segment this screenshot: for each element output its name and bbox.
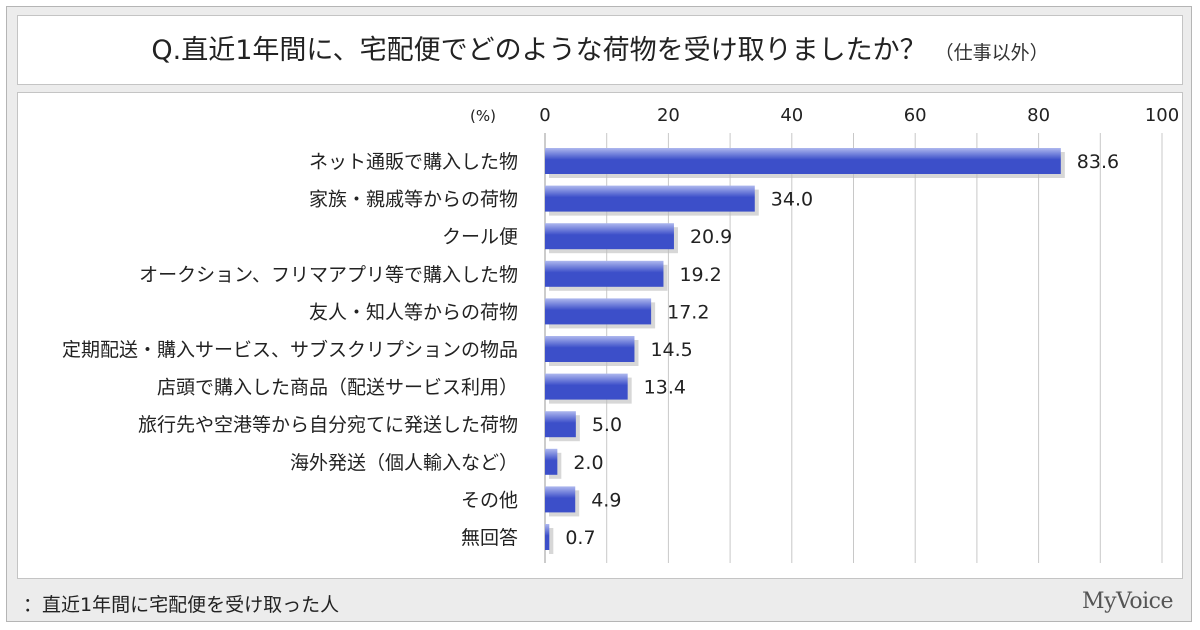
bar bbox=[545, 223, 674, 250]
x-tick-label: 20 bbox=[657, 105, 680, 126]
x-tick-label: 60 bbox=[904, 105, 927, 126]
x-tick-label: 100 bbox=[1145, 105, 1179, 126]
value-label: 19.2 bbox=[679, 264, 721, 286]
bar bbox=[545, 185, 755, 212]
value-label: 17.2 bbox=[667, 301, 709, 323]
category-label: その他 bbox=[461, 489, 518, 511]
category-label: 海外発送（個人輸入など） bbox=[290, 452, 518, 474]
category-label: クール便 bbox=[442, 226, 518, 248]
bar bbox=[545, 336, 635, 362]
category-label: ネット通販で購入した物 bbox=[309, 151, 518, 173]
bar bbox=[545, 448, 558, 475]
category-label: 友人・知人等からの荷物 bbox=[309, 301, 518, 323]
value-label: 4.9 bbox=[591, 489, 621, 511]
title-bar: Q.直近1年間に、宅配便でどのような荷物を受け取りましたか？ （仕事以外） bbox=[17, 15, 1183, 85]
bar bbox=[545, 260, 664, 287]
bar bbox=[545, 524, 550, 550]
value-label: 20.9 bbox=[690, 226, 732, 248]
value-label: 14.5 bbox=[650, 339, 692, 361]
bar bbox=[545, 411, 576, 438]
plot-panel: 0 20 40 60 80 100 (%) ネット通販で購入した物 83.6 家族・親戚等からの荷… bbox=[17, 92, 1183, 579]
x-tick-label: 40 bbox=[780, 105, 803, 126]
unit-label: (%) bbox=[470, 107, 496, 125]
value-label: 2.0 bbox=[573, 452, 603, 474]
category-label: 定期配送・購入サービス、サブスクリプションの物品 bbox=[62, 338, 518, 361]
category-label: 旅行先や空港等から自分宛てに発送した荷物 bbox=[138, 414, 518, 436]
value-label: 0.7 bbox=[565, 527, 595, 549]
category-label: 家族・親戚等からの荷物 bbox=[309, 189, 518, 211]
category-label: 店頭で購入した商品（配送サービス利用） bbox=[157, 377, 518, 399]
bar bbox=[545, 148, 1061, 174]
chart-frame: Q.直近1年間に、宅配便でどのような荷物を受け取りましたか？ （仕事以外） 0 20… bbox=[6, 6, 1192, 622]
footer-note: ：直近1年間に宅配便を受け取った人 bbox=[23, 594, 340, 616]
chart-title-note: （仕事以外） bbox=[934, 42, 1049, 64]
bar bbox=[545, 373, 628, 400]
value-label: 83.6 bbox=[1077, 151, 1119, 173]
x-tick-label: 80 bbox=[1027, 105, 1050, 126]
value-label: 5.0 bbox=[592, 414, 622, 436]
bar bbox=[545, 486, 576, 513]
category-label: 無回答 bbox=[461, 527, 518, 549]
category-label: オークション、フリマアプリ等で購入した物 bbox=[139, 264, 518, 286]
bar-chart: 0 20 40 60 80 100 (%) ネット通販で購入した物 83.6 家族・親戚等からの荷… bbox=[62, 105, 1179, 563]
bar bbox=[545, 298, 652, 325]
x-tick-label: 0 bbox=[539, 105, 550, 126]
bar-shadow bbox=[549, 528, 554, 554]
brand-logo: MyVoice bbox=[1082, 589, 1173, 614]
value-label: 34.0 bbox=[771, 189, 813, 211]
value-label: 13.4 bbox=[644, 377, 686, 399]
chart-title: Q.直近1年間に、宅配便でどのような荷物を受け取りましたか？ （仕事以外） bbox=[18, 16, 1182, 86]
chart-title-text: Q.直近1年間に、宅配便でどのような荷物を受け取りましたか？ bbox=[151, 35, 927, 66]
